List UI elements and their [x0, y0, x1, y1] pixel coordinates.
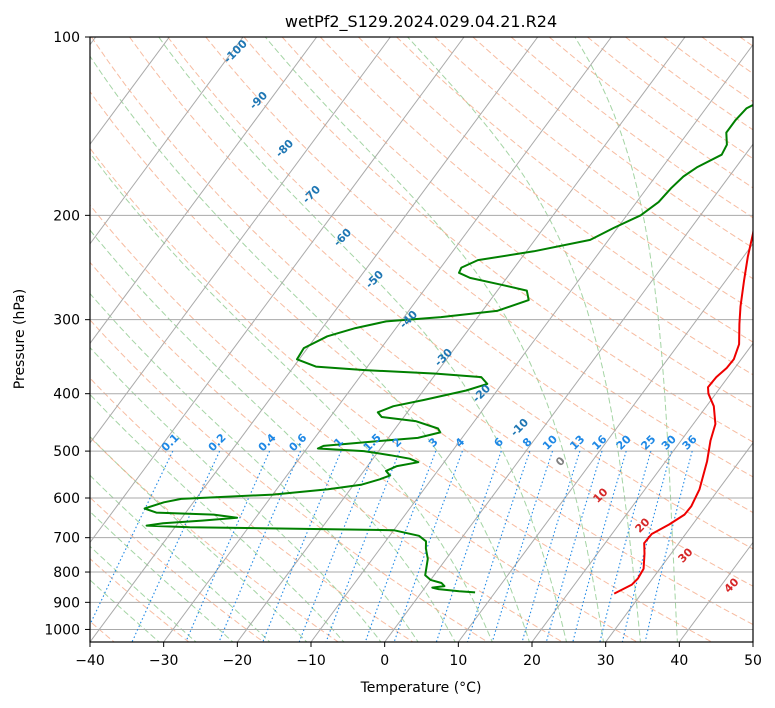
- profile-series: [143, 103, 753, 595]
- mixing-ratio-line: [131, 450, 221, 642]
- x-tick-label: 0: [380, 653, 389, 669]
- x-axis-ticks: −40 −30 −20 −10 0 10 20 30 40 50: [75, 642, 762, 669]
- x-tick-label: 40: [670, 653, 688, 669]
- x-tick-label: −20: [223, 653, 253, 669]
- mixing-ratio-line: [521, 450, 581, 642]
- moist-adiabat: [90, 474, 271, 642]
- dry-adiabat: [205, 37, 753, 478]
- y-tick-label: 100: [53, 30, 80, 46]
- mixing-ratio-line: [364, 450, 437, 642]
- plot-area: -100-90-80-70-60-50-40-30-20-100.1 0.2 0.4…: [90, 37, 753, 642]
- isotherm: [531, 342, 753, 642]
- y-tick-label: 700: [53, 531, 80, 547]
- dry-adiabat: [129, 37, 753, 550]
- y-tick-label: 1000: [44, 622, 80, 638]
- dry-adiabats: [90, 37, 753, 642]
- x-tick-label: 20: [523, 653, 541, 669]
- mixing-ratio-line: [572, 450, 627, 642]
- plot-frame: [89, 36, 754, 643]
- dry-adiabat: [281, 37, 753, 409]
- dry-adiabat: [358, 37, 753, 343]
- y-tick-label: 900: [53, 595, 80, 611]
- isotherm: [384, 143, 753, 642]
- dewpoint-line: [143, 103, 753, 594]
- x-tick-label: 50: [744, 653, 762, 669]
- mixing-ratio-lines: [90, 450, 693, 642]
- x-tick-label: 10: [449, 653, 467, 669]
- dry-adiabat: [90, 37, 753, 587]
- mixing-ratio-line: [435, 450, 502, 642]
- mixing-ratio-line: [491, 450, 554, 642]
- moist-adiabat: [407, 37, 642, 642]
- y-tick-label: 600: [53, 491, 80, 507]
- y-axis-label: Pressure (hPa): [12, 289, 28, 389]
- isotherm: [90, 37, 391, 444]
- dry-adiabat: [396, 37, 753, 311]
- x-tick-label: −40: [75, 653, 105, 669]
- x-tick-label: 30: [597, 653, 615, 669]
- chart-title: wetPf2_S129.2024.029.04.21.R24: [285, 12, 557, 32]
- x-tick-label: −10: [296, 653, 326, 669]
- mixing-ratio-line: [466, 450, 531, 642]
- isotherm: [90, 37, 170, 146]
- moist-adiabat: [158, 37, 568, 642]
- isotherms: [90, 37, 753, 642]
- y-tick-label: 200: [53, 208, 80, 224]
- isotherm: [605, 442, 753, 642]
- y-tick-label: 800: [53, 565, 80, 581]
- mixing-ratio-line: [218, 450, 302, 642]
- y-tick-label: 300: [53, 313, 80, 329]
- moist-adiabat: [574, 37, 678, 642]
- mixing-ratio-line: [90, 450, 174, 626]
- isotherm: [163, 37, 612, 642]
- isotherm: [90, 37, 539, 642]
- y-tick-label: 500: [53, 444, 80, 460]
- x-tick-label: −30: [149, 653, 179, 669]
- isotherm: [90, 37, 465, 544]
- mixing-ratio-line: [545, 450, 603, 642]
- isotherm: [457, 242, 753, 642]
- isotherm: [90, 37, 244, 245]
- mixing-ratio-line: [393, 450, 463, 642]
- y-axis-ticks: 100 200 300 400 500 600 700 800 900 1000: [44, 30, 90, 638]
- dry-adiabat: [167, 37, 753, 514]
- moist-adiabat: [264, 37, 605, 642]
- dry-adiabat: [319, 37, 753, 376]
- dry-adiabat: [243, 37, 753, 443]
- temperature-line: [613, 228, 753, 595]
- y-tick-label: 400: [53, 387, 80, 403]
- isotherm: [90, 37, 318, 345]
- dry-adiabat: [90, 147, 713, 642]
- isotherm: [236, 37, 686, 642]
- dry-adiabat: [90, 319, 489, 642]
- x-axis-label: Temperature (°C): [360, 680, 482, 696]
- isotherm: [310, 43, 753, 642]
